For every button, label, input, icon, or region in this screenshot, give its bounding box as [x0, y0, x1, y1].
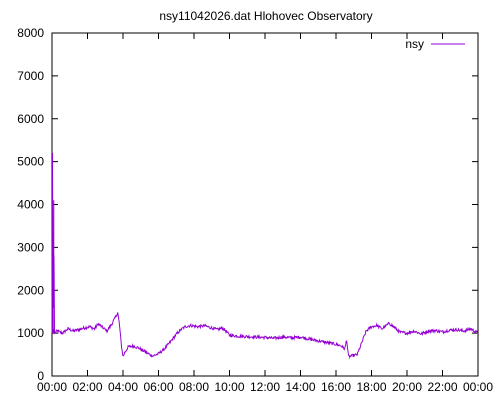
x-tick-label: 10:00: [214, 380, 244, 394]
y-tick-label: 1000: [17, 326, 44, 340]
series-line-nsy: [51, 153, 479, 360]
x-tick-label: 06:00: [143, 380, 173, 394]
y-tick-label: 8000: [17, 26, 44, 40]
y-tick-label: 3000: [17, 240, 44, 254]
y-tick-label: 4000: [17, 198, 44, 212]
x-tick-label: 18:00: [356, 380, 386, 394]
plot-frame: [51, 32, 479, 377]
x-tick-label: 00:00: [37, 380, 67, 394]
x-tick-label: 04:00: [108, 380, 138, 394]
y-axis: 0 1000 2000 3000 4000 5000 6000 7000 8000: [17, 26, 478, 383]
y-tick-label: 2000: [17, 283, 44, 297]
x-tick-label: 16:00: [321, 380, 351, 394]
x-tick-label: 20:00: [392, 380, 422, 394]
chart-title: nsy11042026.dat Hlohovec Observatory: [159, 9, 372, 23]
x-tick-label: 22:00: [427, 380, 457, 394]
y-tick-label: 0: [37, 369, 44, 383]
x-tick-label: 14:00: [285, 380, 315, 394]
x-tick-label: 00:00: [463, 380, 493, 394]
legend-label-nsy: nsy: [405, 37, 424, 51]
x-tick-label: 12:00: [250, 380, 280, 394]
x-tick-label: 02:00: [72, 380, 102, 394]
y-tick-label: 5000: [17, 155, 44, 169]
y-tick-label: 6000: [17, 112, 44, 126]
y-tick-label: 7000: [17, 69, 44, 83]
legend: nsy: [405, 37, 465, 51]
x-tick-label: 08:00: [179, 380, 209, 394]
x-axis: 00:00 02:00 04:00 06:00 08:00 10:00 12:00 14:00…: [37, 33, 493, 394]
